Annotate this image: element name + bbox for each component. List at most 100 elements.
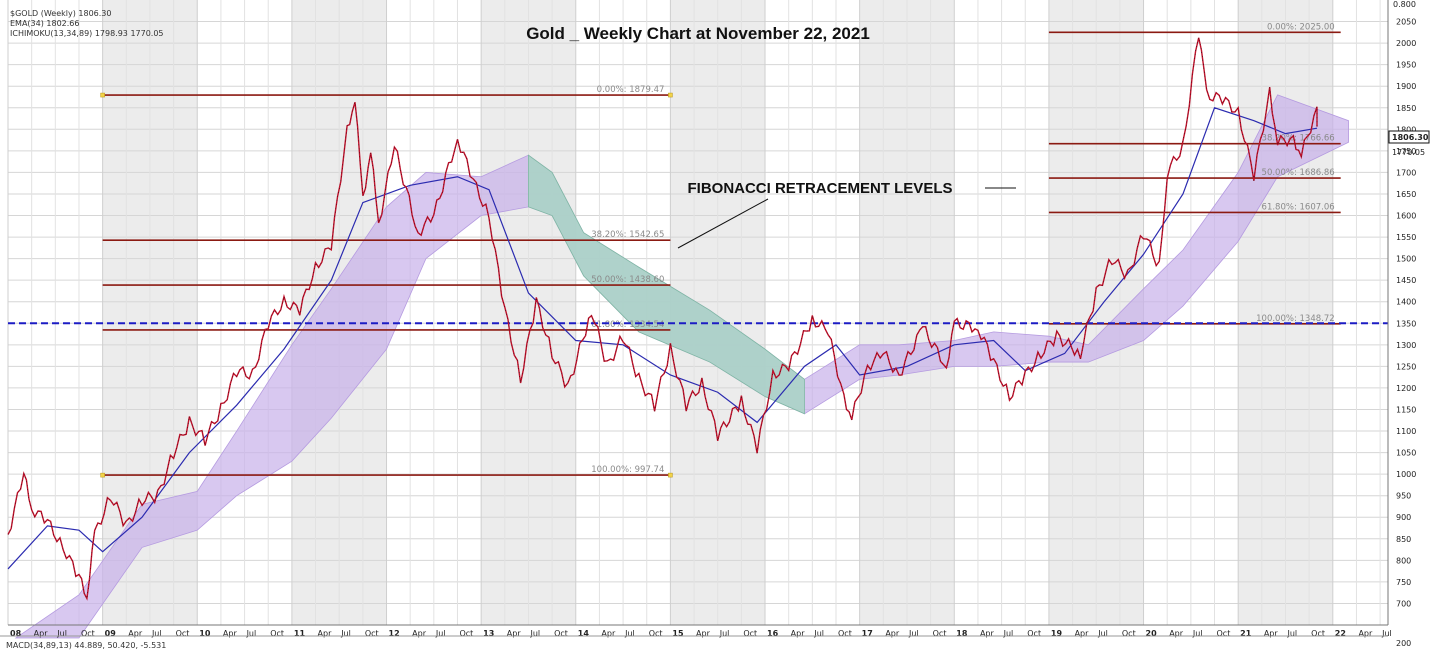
y-tick-label: 1750 [1396, 147, 1416, 156]
y-tick-label: 1250 [1396, 362, 1416, 371]
y-tick-label: 1650 [1396, 190, 1416, 199]
x-year-label: 14 [578, 629, 590, 638]
x-year-label: 19 [1051, 629, 1063, 638]
y-tick-label: 1200 [1396, 384, 1416, 393]
x-year-label: 10 [199, 629, 211, 638]
annotation-pointer [677, 198, 769, 249]
x-year-label: 21 [1240, 629, 1252, 638]
legend-ichimoku: ICHIMOKU(13,34,89) 1798.93 1770.05 [10, 29, 164, 38]
y-tick-label: 800 [1396, 556, 1411, 565]
y-tick-label: 1950 [1396, 61, 1416, 70]
y-tick-label: 2000 [1396, 39, 1416, 48]
fibonacci-levels: 0.00%: 1879.47 38.20%: 1542.65 50.00%: 143… [100, 22, 1341, 478]
x-month-label: Oct [649, 629, 663, 638]
x-year-label: 17 [862, 629, 873, 638]
x-month-label: Apr [980, 629, 995, 638]
x-month-label: Jul [1192, 629, 1203, 638]
x-month-label: Apr [1075, 629, 1090, 638]
x-month-label: Apr [601, 629, 616, 638]
cloud-band [14, 94, 1349, 639]
x-month-label: Oct [743, 629, 757, 638]
x-month-label: Oct [365, 629, 379, 638]
x-month-label: Jul [340, 629, 351, 638]
x-month-label: Jul [529, 629, 540, 638]
x-month-label: Jul [435, 629, 446, 638]
legend-price: $GOLD (Weekly) 1806.30 [10, 9, 112, 18]
price-tags: 1806.30 1770.05 0.800 [1388, 0, 1430, 157]
x-month-label: Apr [791, 629, 806, 638]
x-month-label: Jul [813, 629, 824, 638]
legend: $GOLD (Weekly) 1806.30 EMA(34) 1802.66 I… [10, 9, 164, 38]
x-month-label: Jul [1286, 629, 1297, 638]
x-month-label: Apr [128, 629, 143, 638]
axes: 700 750 800 850 900 950 1000 1050 1100 1150 1200 12… [8, 0, 1416, 638]
x-month-label: Jul [1097, 629, 1108, 638]
last-price-label: 1806.30 [1392, 133, 1429, 142]
top-axis-label: 0.800 [1393, 0, 1416, 9]
y-tick-label: 1100 [1396, 427, 1416, 436]
x-year-label: 11 [294, 629, 306, 638]
y-tick-label: 1450 [1396, 276, 1416, 285]
fib-level-label: 100.00%: 1348.72 [1256, 314, 1335, 324]
x-month-label: Oct [459, 629, 473, 638]
x-month-label: Apr [696, 629, 711, 638]
x-month-label: Apr [34, 629, 49, 638]
y-tick-label: 1150 [1396, 405, 1416, 414]
x-month-label: Apr [412, 629, 427, 638]
y-tick-label: 1000 [1396, 470, 1416, 479]
fib-level-label: 100.00%: 997.74 [591, 465, 664, 475]
chart-title: Gold _ Weekly Chart at November 22, 2021 [526, 24, 870, 43]
x-year-label: 13 [483, 629, 494, 638]
x-month-label: Oct [933, 629, 947, 638]
x-month-label: Oct [81, 629, 95, 638]
fib-anchor-start [100, 92, 105, 98]
x-month-label: Jul [1381, 629, 1392, 638]
y-tick-label: 1600 [1396, 212, 1416, 221]
fib-anchor-start [100, 472, 105, 478]
x-month-label: Jul [1003, 629, 1014, 638]
y-tick-label: 1550 [1396, 233, 1416, 242]
fib-anchor-end [668, 472, 673, 478]
x-month-label: Oct [1311, 629, 1325, 638]
y-tick-label: 900 [1396, 513, 1411, 522]
x-month-label: Oct [554, 629, 568, 638]
fib-level-label: 61.80%: 1334.54 [591, 320, 664, 330]
x-year-label: 15 [672, 629, 684, 638]
y-tick-label: 1300 [1396, 341, 1416, 350]
legend-ema: EMA(34) 1802.66 [10, 19, 79, 28]
y-tick-label: 1700 [1396, 168, 1416, 177]
fib-anchor-end [668, 92, 673, 98]
fib-level-label: 50.00%: 1686.86 [1262, 168, 1335, 178]
last-price-tag [1388, 130, 1430, 144]
x-month-label: Apr [223, 629, 238, 638]
price-series-group [7, 37, 1318, 601]
x-month-label: Jul [56, 629, 67, 638]
fib-level-label: 38.20%: 1542.65 [591, 230, 664, 240]
y-tick-label: 1350 [1396, 319, 1416, 328]
x-year-label: 12 [389, 629, 400, 638]
x-year-label: 22 [1335, 629, 1346, 638]
x-month-label: Jul [151, 629, 162, 638]
y-tick-label: 1400 [1396, 298, 1416, 307]
fib-level-label: 0.00%: 1879.47 [597, 85, 665, 95]
x-month-label: Apr [885, 629, 900, 638]
x-month-label: Apr [507, 629, 522, 638]
x-month-label: Jul [246, 629, 257, 638]
y-tick-label: 750 [1396, 578, 1411, 587]
x-month-label: Oct [838, 629, 852, 638]
x-month-label: Oct [270, 629, 284, 638]
x-month-label: Apr [318, 629, 333, 638]
x-month-label: Oct [1217, 629, 1231, 638]
macd-label: MACD(34,89,13) 44.889, 50.420, -5.531 [6, 641, 166, 650]
y-tick-label: 850 [1396, 535, 1411, 544]
x-year-label: 16 [767, 629, 779, 638]
x-month-label: Jul [624, 629, 635, 638]
y-tick-label: 1500 [1396, 255, 1416, 264]
y-tick-label: 950 [1396, 492, 1411, 501]
x-month-label: Oct [1027, 629, 1041, 638]
cloud-value-label: 1770.05 [1392, 148, 1425, 157]
price-wicks [7, 37, 1318, 600]
y-tick-label: 1850 [1396, 104, 1416, 113]
y-tick-label: 1900 [1396, 82, 1416, 91]
